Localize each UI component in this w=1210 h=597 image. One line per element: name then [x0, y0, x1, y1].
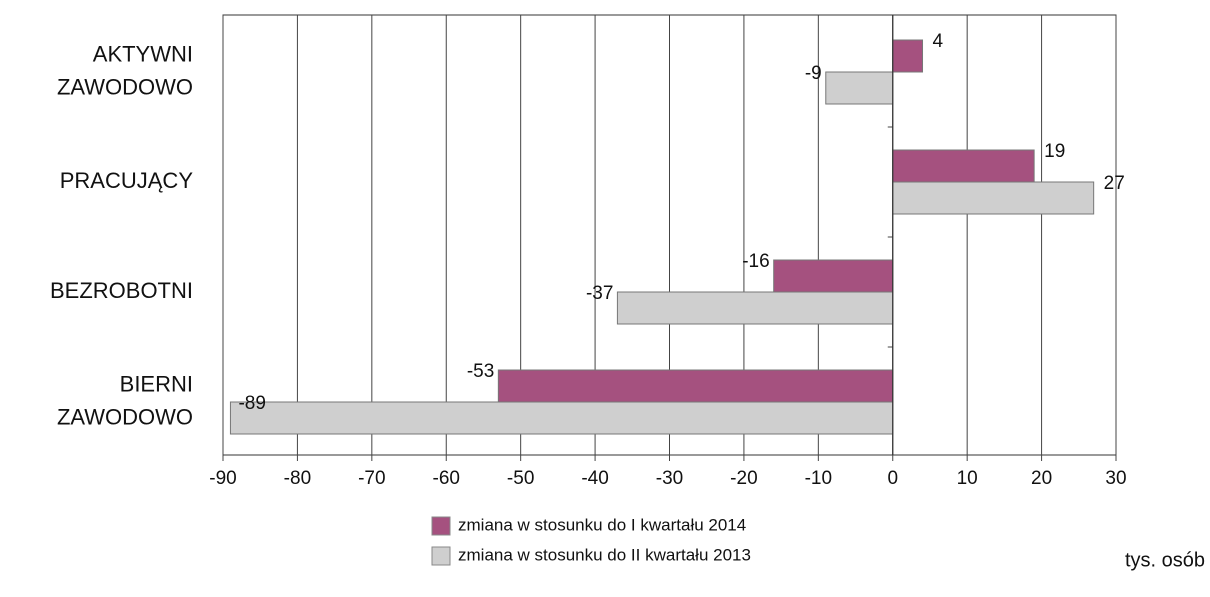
- bar: [773, 259, 894, 293]
- legend-swatch: [431, 516, 451, 536]
- category-label-line: ZAWODOWO: [57, 404, 193, 429]
- value-label: -89: [238, 393, 265, 414]
- x-tick-label: 30: [1105, 468, 1126, 489]
- bar: [892, 39, 924, 73]
- category-label: AKTYWNI ZAWODOWO: [57, 41, 193, 99]
- x-tick-label: 0: [887, 468, 898, 489]
- legend-swatch: [431, 546, 451, 566]
- bar: [892, 149, 1035, 183]
- legend-label: zmiana w stosunku do I kwartału 2014: [458, 515, 746, 534]
- x-tick-label: -50: [507, 468, 534, 489]
- value-label: -9: [805, 63, 822, 84]
- x-tick-label: -40: [581, 468, 608, 489]
- category-label: BIERNI ZAWODOWO: [57, 371, 193, 429]
- x-tick-label: -70: [358, 468, 385, 489]
- value-label: 27: [1104, 173, 1125, 194]
- value-label: 19: [1044, 141, 1065, 162]
- x-tick-label: 10: [957, 468, 978, 489]
- x-axis-label: tys. osób: [1125, 549, 1205, 571]
- x-tick-label: -60: [433, 468, 460, 489]
- bar: [229, 401, 894, 435]
- x-tick-label: -10: [805, 468, 832, 489]
- category-label-line: ZAWODOWO: [57, 74, 193, 99]
- x-tick-label: -30: [656, 468, 683, 489]
- value-label: -53: [467, 361, 494, 382]
- x-tick-label: -80: [284, 468, 311, 489]
- category-label: PRACUJĄCY: [60, 168, 194, 193]
- category-label-line: AKTYWNI: [93, 41, 193, 66]
- value-label: -37: [586, 283, 613, 304]
- category-label: BEZROBOTNI: [50, 278, 193, 303]
- legend-label: zmiana w stosunku do II kwartału 2013: [458, 545, 751, 564]
- category-label-line: PRACUJĄCY: [60, 168, 194, 193]
- bar: [892, 181, 1095, 215]
- x-tick-label: 20: [1031, 468, 1052, 489]
- x-tick-label: -20: [730, 468, 757, 489]
- bar: [616, 291, 894, 325]
- category-label-line: BIERNI: [120, 371, 193, 396]
- category-label-line: BEZROBOTNI: [50, 278, 193, 303]
- value-label: 4: [933, 31, 944, 52]
- x-tick-label: -90: [209, 468, 236, 489]
- value-label: -16: [742, 251, 769, 272]
- bar: [497, 369, 894, 403]
- bar: [825, 71, 894, 105]
